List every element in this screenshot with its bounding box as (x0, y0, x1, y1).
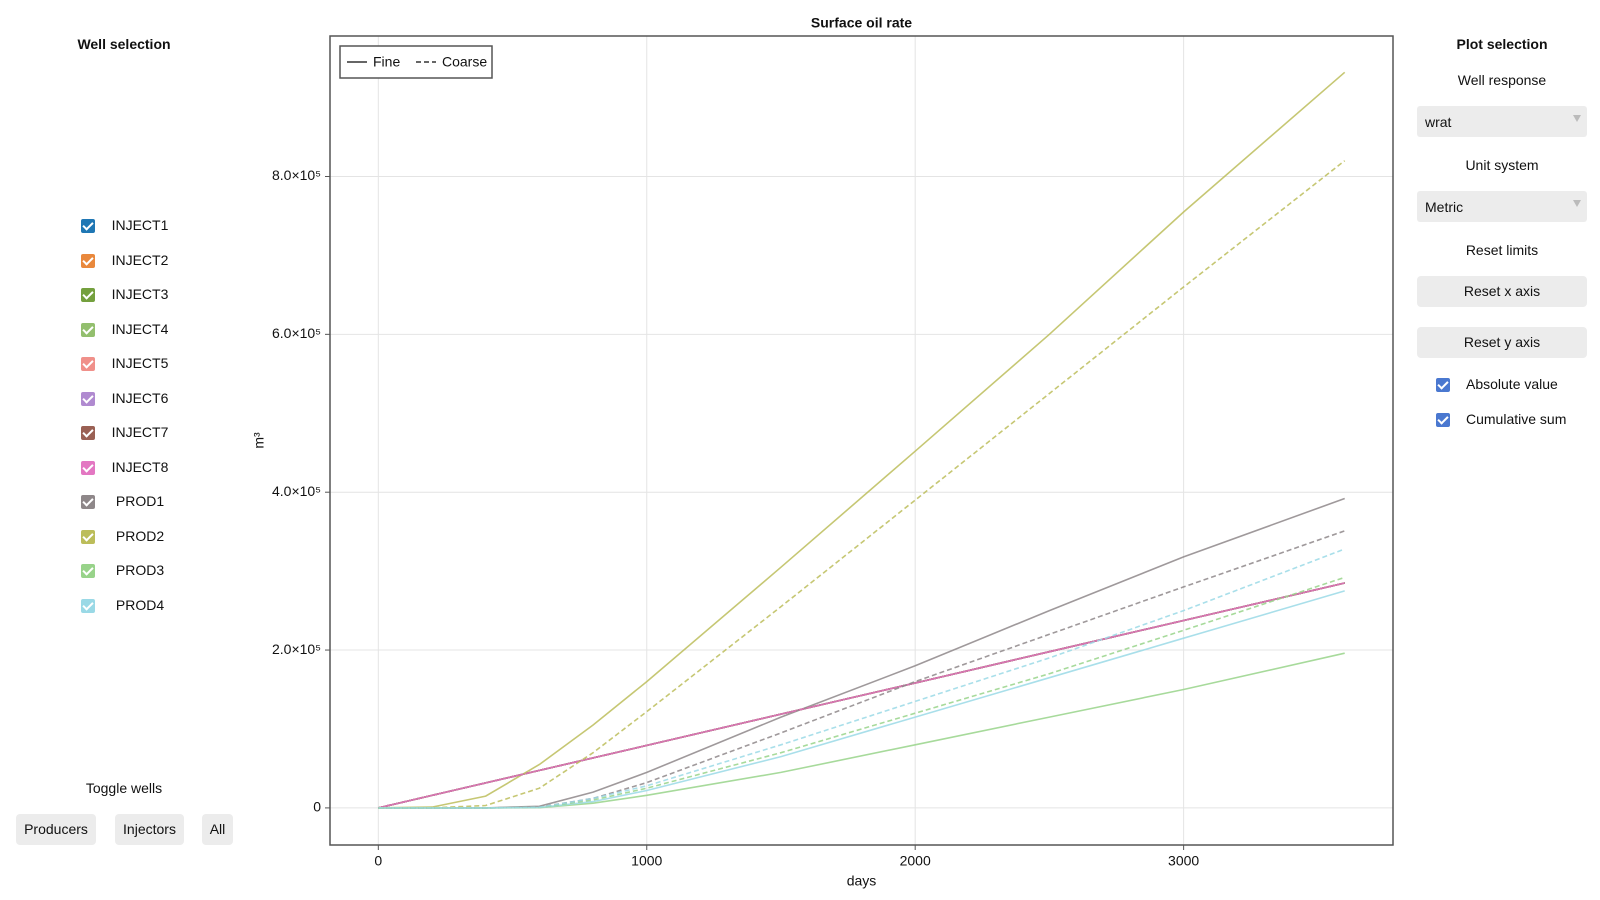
checkbox[interactable] (81, 460, 95, 475)
legend-label: INJECT6 (111, 389, 169, 406)
dropdown[interactable]: wrat (1417, 106, 1587, 137)
y-tick-label: 0 (313, 799, 321, 815)
dropdown-arrow (1573, 115, 1581, 122)
button[interactable]: Injectors (115, 814, 184, 845)
dropdown-value: wrat (1425, 114, 1452, 130)
legend-label: PROD3 (115, 562, 165, 578)
x-axis-label: days (847, 873, 877, 889)
checkbox[interactable] (81, 391, 95, 406)
chart-title: Surface oil rate (811, 15, 912, 31)
legend-label: Coarse (442, 54, 487, 70)
y-tick-label: 2.0×10⁵ (272, 641, 321, 657)
checkbox[interactable] (81, 253, 95, 268)
dropdown[interactable]: Metric (1417, 191, 1587, 222)
legend-label: PROD1 (115, 493, 165, 509)
toggle-title: Toggle wells (85, 780, 163, 796)
series-line (378, 548, 1345, 809)
checkbox[interactable] (81, 426, 95, 440)
series-line (378, 71, 1346, 809)
series-line (378, 530, 1345, 809)
series-line (378, 160, 1346, 809)
label: Well response (1457, 72, 1547, 88)
x-tick-label: 1000 (631, 853, 662, 869)
checkbox[interactable] (81, 288, 95, 302)
legend-label: INJECT4 (111, 320, 169, 337)
x-tick-label: 2000 (900, 853, 931, 869)
y-axis-label: m³ (251, 432, 267, 449)
series-line (378, 497, 1345, 809)
button[interactable]: Producers (16, 814, 96, 845)
checkbox[interactable] (81, 357, 95, 371)
y-tick-label: 8.0×10⁵ (272, 167, 321, 183)
checkbox[interactable] (81, 495, 95, 509)
legend-label: INJECT1 (111, 217, 169, 233)
label: Unit system (1465, 157, 1539, 173)
legend-label: INJECT8 (111, 458, 169, 475)
legend-label: INJECT2 (111, 251, 169, 268)
checkbox-label: Absolute value (1466, 376, 1558, 392)
y-tick-label: 4.0×10⁵ (272, 483, 321, 499)
label: Reset limits (1465, 242, 1539, 258)
dropdown-value: Metric (1425, 199, 1464, 215)
legend: Fine Coarse (339, 45, 493, 79)
dropdown-arrow (1573, 200, 1581, 207)
series-line (378, 582, 1345, 809)
series-line (378, 590, 1345, 809)
plot-frame (329, 35, 1394, 846)
x-tick-label: 3000 (1168, 853, 1199, 869)
legend-label: PROD2 (115, 527, 165, 544)
panel-title: Well selection (77, 36, 171, 52)
x-tick-label: 0 (374, 853, 382, 869)
checkbox[interactable] (81, 322, 95, 337)
checkbox[interactable] (81, 564, 95, 578)
checkbox[interactable] (1436, 378, 1450, 392)
button[interactable]: All (202, 814, 233, 845)
button[interactable]: Reset x axis (1417, 276, 1587, 307)
checkbox[interactable] (81, 598, 95, 613)
legend-label: PROD4 (115, 596, 165, 613)
legend-label: INJECT5 (111, 355, 169, 371)
button[interactable]: Reset y axis (1417, 327, 1587, 358)
legend-label: INJECT3 (111, 286, 169, 302)
checkbox[interactable] (1436, 412, 1450, 427)
checkbox[interactable] (81, 219, 95, 233)
y-tick-label: 6.0×10⁵ (272, 325, 321, 341)
checkbox-label: Cumulative sum (1466, 410, 1567, 427)
legend-label: INJECT7 (111, 424, 169, 440)
checkbox[interactable] (81, 529, 95, 544)
legend-label: Fine (373, 54, 400, 70)
panel-title: Plot selection (1456, 36, 1548, 52)
series-line (378, 652, 1345, 809)
